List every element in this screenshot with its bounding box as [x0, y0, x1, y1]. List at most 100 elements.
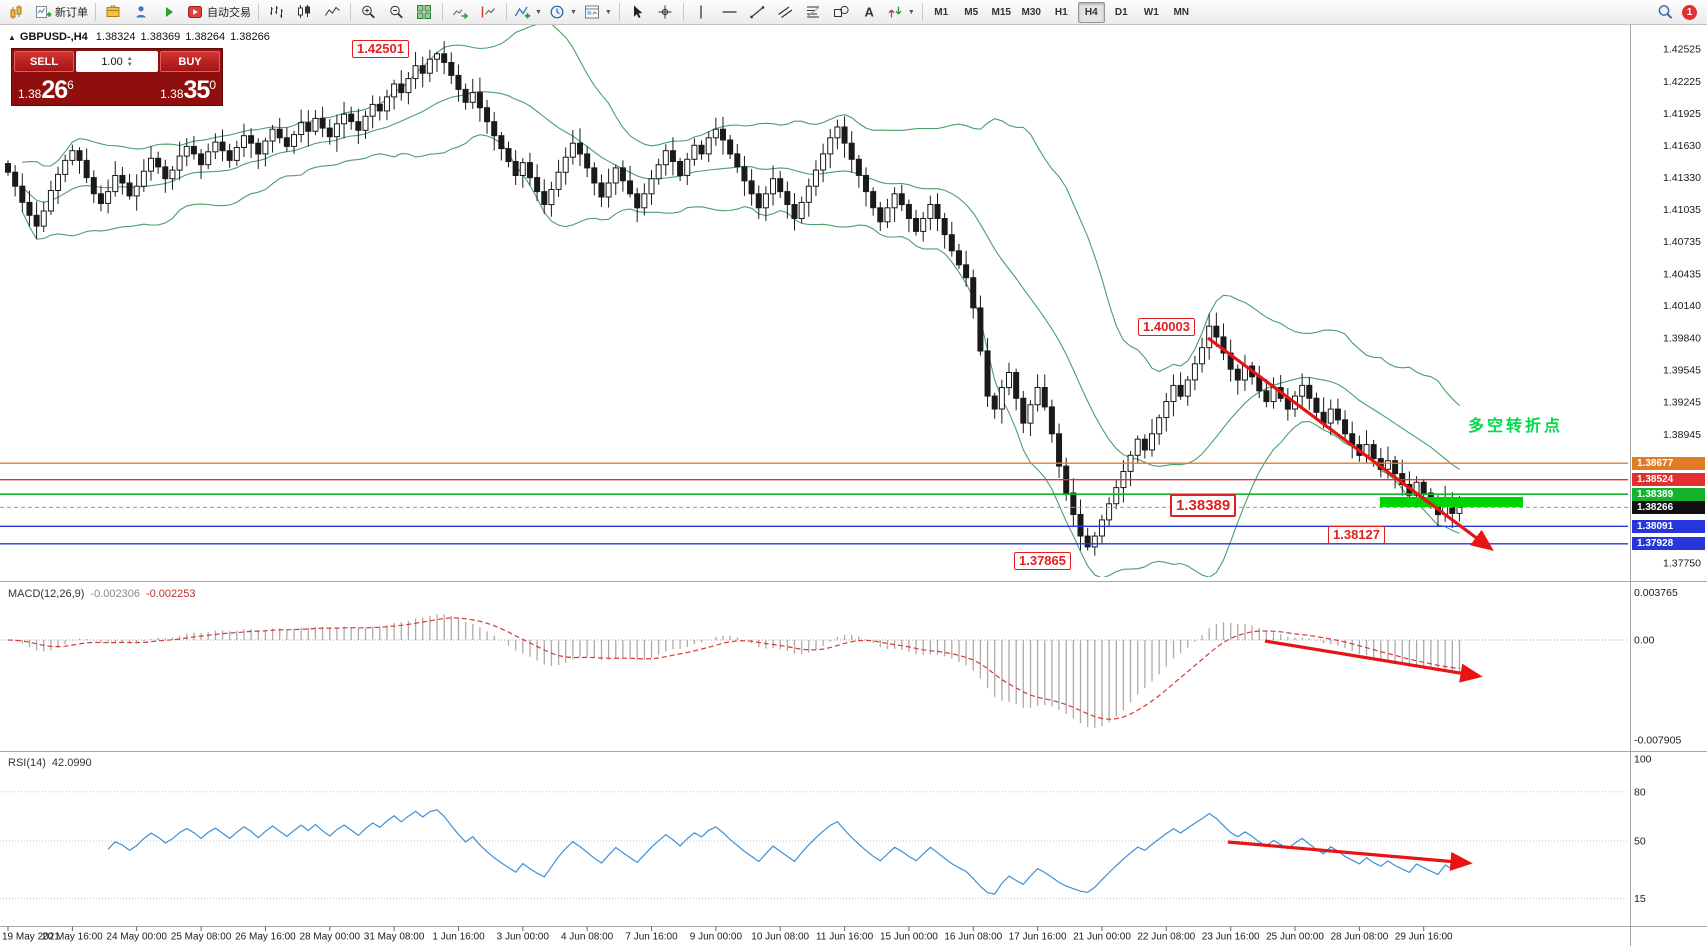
price-scale-label: 1.42225: [1663, 76, 1701, 88]
bar-chart-button[interactable]: [263, 2, 290, 23]
sell-price[interactable]: 1.38266: [18, 78, 74, 103]
spinner-down-icon[interactable]: ▼: [126, 61, 133, 68]
price-tag: 1.38091: [1632, 520, 1705, 533]
shapes-button[interactable]: [828, 2, 855, 23]
fibonacci-button[interactable]: [800, 2, 827, 23]
symbol-title: GBPUSD-,H4: [19, 31, 88, 43]
price-tag: 1.38524: [1632, 473, 1705, 486]
line-chart-button[interactable]: [319, 2, 346, 23]
time-axis-label: 22 Jun 08:00: [1137, 932, 1195, 943]
timeframe-H1-button[interactable]: H1: [1054, 6, 1068, 18]
timeframe-H4-button[interactable]: H4: [1077, 1, 1105, 23]
timeframe-M30-button[interactable]: M30: [1021, 6, 1041, 18]
oct-collapse-icon[interactable]: ▲: [8, 33, 16, 42]
price-callout[interactable]: 1.38389: [1170, 494, 1237, 517]
crosshair-button[interactable]: [652, 2, 679, 23]
notification-badge[interactable]: 1: [1682, 4, 1697, 20]
macd-scale-label: -0.007905: [1634, 735, 1681, 747]
indicators-button[interactable]: ▼: [511, 2, 545, 23]
channel-button[interactable]: [772, 2, 799, 23]
price-scale[interactable]: 1.42525 1.42225 1.41925 1.41630 1.41330 1.410…: [1663, 44, 1701, 570]
trend-arrow-macd[interactable]: [1264, 639, 1483, 683]
bollinger-lower-band: [21, 134, 1460, 577]
timeframe-W1-button[interactable]: W1: [1143, 6, 1159, 18]
channel-icon: [777, 6, 793, 18]
accounts-button[interactable]: [128, 2, 155, 23]
toolbar-separator: [618, 3, 620, 21]
autoscroll-button[interactable]: [447, 2, 474, 23]
chart-area[interactable]: 0.003765 0.00 -0.007905 100 80 50 15 1.42525 1.4…: [0, 25, 1707, 946]
periods-button[interactable]: ▼: [546, 2, 580, 23]
linechart-icon: [325, 6, 340, 16]
time-axis-label: 7 Jun 16:00: [625, 932, 678, 943]
ohlc-open: 1.38324: [95, 31, 136, 43]
chart-shift-button[interactable]: [475, 2, 502, 23]
rsi-scale-label: 80: [1634, 786, 1646, 798]
price-callout[interactable]: 1.38127: [1328, 526, 1385, 544]
price-callout[interactable]: 1.42501: [352, 40, 409, 58]
timeframe-D1-button[interactable]: D1: [1114, 6, 1128, 18]
lot-size-field[interactable]: 1.00 ▲ ▼: [76, 51, 158, 72]
trend-arrow-main[interactable]: [1207, 336, 1494, 551]
lot-spinner[interactable]: ▲ ▼: [127, 56, 133, 68]
timeframe-M15-button[interactable]: M15: [991, 6, 1011, 18]
cursor-button[interactable]: [624, 2, 651, 23]
autotrade-icon: [188, 6, 202, 18]
price-tag: 1.38677: [1632, 457, 1705, 470]
horizontal-line-button[interactable]: [716, 2, 743, 23]
bollinger-upper-band: [22, 25, 1460, 406]
sell-price-big-figure: 1.38: [18, 87, 42, 101]
time-axis-label: 1 Jun 16:00: [432, 932, 485, 943]
price-callout[interactable]: 1.40003: [1138, 318, 1195, 336]
search-button[interactable]: [1652, 2, 1679, 23]
timeframe-M1-button[interactable]: M1: [934, 6, 949, 18]
time-axis-label: 20 May 16:00: [42, 932, 103, 943]
price-callout[interactable]: 1.37865: [1014, 552, 1071, 570]
templates-button[interactable]: ▼: [581, 2, 615, 23]
shapes-icon: [833, 5, 849, 17]
highlight-bar[interactable]: [1380, 497, 1523, 507]
text-button[interactable]: A: [856, 2, 883, 23]
candle-chart-button[interactable]: [291, 2, 318, 23]
algo-play-button[interactable]: [156, 2, 183, 23]
play-icon: [166, 7, 173, 17]
rsi-panel: 100 80 50 15: [0, 754, 1652, 905]
time-axis-label: 3 Jun 00:00: [497, 932, 550, 943]
zoom-in-button[interactable]: [355, 2, 382, 23]
market-watch-button[interactable]: [100, 2, 127, 23]
tile-windows-button[interactable]: [411, 2, 438, 23]
dropdown-caret-icon: ▼: [535, 8, 542, 16]
chart-canvas: 0.0037650.00-0.0079051008050151.425251.4…: [0, 25, 1707, 946]
sell-button[interactable]: SELL: [14, 51, 74, 72]
buy-price-big-figure: 1.38: [160, 87, 184, 101]
new-order-button[interactable]: 新订单: [32, 2, 91, 23]
trendline-button[interactable]: [744, 2, 771, 23]
timeframe-M5-button[interactable]: M5: [964, 6, 979, 18]
new-chart-button[interactable]: [4, 2, 31, 23]
autotrade-button[interactable]: 自动交易: [184, 2, 254, 23]
trend-arrow-rsi[interactable]: [1227, 840, 1473, 872]
shift-icon: [481, 6, 495, 18]
timeframe-MN-button[interactable]: MN: [1173, 6, 1190, 18]
buy-price[interactable]: 1.38350: [160, 78, 216, 103]
trend-icon: [750, 6, 765, 19]
price-tag: 1.37928: [1632, 537, 1705, 550]
time-axis-label: 4 Jun 08:00: [561, 932, 614, 943]
arrows-button[interactable]: ▼: [884, 2, 918, 23]
rsi-indicator-label: RSI(14) 42.0990: [8, 757, 92, 769]
ohlc-close: 1.38266: [230, 31, 270, 43]
toolbar-separator: [442, 3, 443, 21]
toolbar-separator: [258, 3, 259, 21]
toolbar-separator: [506, 3, 507, 21]
arrows-icon: [888, 6, 902, 18]
vertical-line-button[interactable]: [688, 2, 715, 23]
spinner-up-icon[interactable]: ▲: [126, 55, 133, 62]
time-axis-label: 15 Jun 00:00: [880, 932, 938, 943]
cursor-icon: [633, 5, 643, 18]
turning-point-annotation[interactable]: 多空转折点: [1468, 418, 1564, 435]
crosshair-icon: [658, 5, 672, 19]
zoom-out-button[interactable]: [383, 2, 410, 23]
buy-button[interactable]: BUY: [160, 51, 220, 72]
